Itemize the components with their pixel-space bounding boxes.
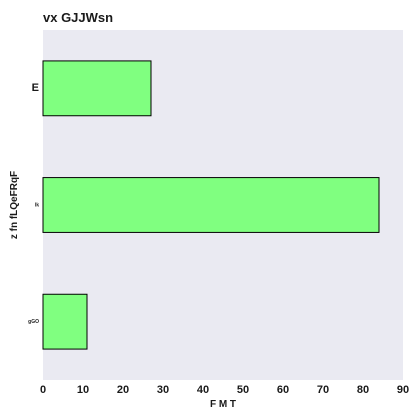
bar-2 — [42, 293, 88, 350]
x-axis-label: F M T — [210, 399, 236, 410]
x-tick-label-5: 50 — [237, 384, 249, 396]
x-tick-label-0: 0 — [40, 384, 46, 396]
y-tick-labels: Elk gGO — [28, 82, 39, 325]
x-tick-label-9: 90 — [397, 384, 409, 396]
chart-title: vx GJJWsn — [43, 10, 113, 25]
y-axis-label: z fn fLQeFRqF — [9, 171, 20, 239]
x-tick-labels: 0 10 20 30 40 50 60 70 80 90 — [40, 384, 409, 396]
y-tick-label-2: gGO — [28, 319, 39, 325]
x-tick-label-7: 70 — [317, 384, 329, 396]
x-tick-label-2: 20 — [117, 384, 129, 396]
x-tick-label-4: 40 — [197, 384, 209, 396]
bar-1 — [42, 177, 380, 233]
x-tick-label-3: 30 — [157, 384, 169, 396]
y-tick-label-1: lk — [35, 202, 39, 208]
x-tick-label-6: 60 — [277, 384, 289, 396]
x-tick-label-1: 10 — [77, 384, 89, 396]
bar-0 — [42, 60, 152, 117]
bars-group — [42, 60, 380, 350]
y-tick-label-0: E — [32, 82, 39, 94]
x-tick-label-8: 80 — [357, 384, 369, 396]
